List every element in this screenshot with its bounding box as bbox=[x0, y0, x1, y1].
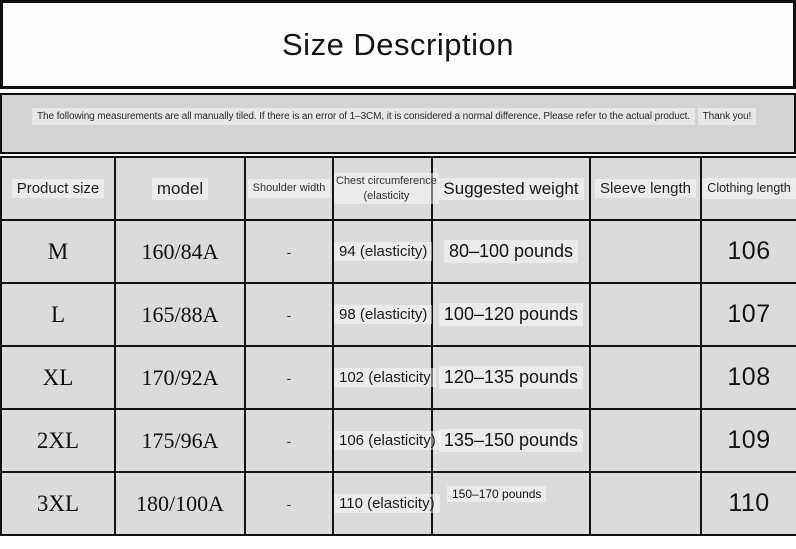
cell-value-chest: 98 (elasticity) bbox=[334, 305, 433, 324]
cell-shoulder: - bbox=[244, 282, 334, 347]
cell-chest: 98 (elasticity) bbox=[332, 282, 433, 347]
cell-size: 3XL bbox=[0, 471, 116, 536]
cell-value-shoulder: - bbox=[286, 495, 292, 512]
cell-value-model: 160/84A bbox=[141, 238, 219, 264]
cell-value-model: 180/100A bbox=[136, 490, 224, 516]
cell-size: M bbox=[0, 219, 116, 284]
cell-sleeve bbox=[589, 345, 702, 410]
column-header-label: Suggested weight bbox=[438, 177, 584, 200]
cell-value-weight: 120–135 pounds bbox=[438, 366, 584, 389]
cell-value-size: 2XL bbox=[36, 427, 80, 453]
table-row-3xl: 3XL 180/100A - 110 (elasticity) 150–170 poun… bbox=[0, 471, 796, 536]
cell-value-clothing: 106 bbox=[727, 237, 771, 265]
cell-value-weight: 135–150 pounds bbox=[438, 429, 584, 452]
cell-value-weight: 100–120 pounds bbox=[438, 303, 584, 326]
cell-weight: 135–150 pounds bbox=[431, 408, 591, 473]
cell-shoulder: - bbox=[244, 471, 334, 536]
column-header-label: Shoulder width bbox=[247, 179, 331, 198]
column-header-label: Sleeve length bbox=[595, 179, 696, 198]
cell-weight: 100–120 pounds bbox=[431, 282, 591, 347]
cell-size: 2XL bbox=[0, 408, 116, 473]
cell-value-model: 175/96A bbox=[141, 427, 219, 453]
cell-value-shoulder: - bbox=[286, 369, 292, 386]
cell-clothing: 107 bbox=[700, 282, 796, 347]
table-row-xl: XL 170/92A - 102 (elasticity 120–135 pounds 1… bbox=[0, 345, 796, 410]
size-table: Product size model Shoulder width Chest cir… bbox=[0, 156, 796, 536]
cell-value-size: L bbox=[50, 301, 66, 327]
cell-value-size: XL bbox=[42, 364, 74, 390]
cell-clothing: 106 bbox=[700, 219, 796, 284]
cell-value-weight: 150–170 pounds bbox=[447, 486, 547, 502]
cell-model: 170/92A bbox=[114, 345, 246, 410]
column-header-weight: Suggested weight bbox=[431, 156, 591, 221]
column-header-shoulder: Shoulder width bbox=[244, 156, 334, 221]
cell-value-chest: 94 (elasticity) bbox=[334, 242, 433, 261]
cell-sleeve bbox=[589, 471, 702, 536]
note-text-line1: The following measurements are all manua… bbox=[32, 108, 695, 125]
column-header-label: Chest circumference (elasticity bbox=[334, 172, 439, 205]
cell-model: 160/84A bbox=[114, 219, 246, 284]
cell-clothing: 108 bbox=[700, 345, 796, 410]
note-text-line2: Thank you! bbox=[697, 108, 757, 125]
cell-chest: 94 (elasticity) bbox=[332, 219, 433, 284]
cell-shoulder: - bbox=[244, 219, 334, 284]
cell-chest: 106 (elasticity) bbox=[332, 408, 441, 473]
cell-sleeve bbox=[589, 282, 702, 347]
cell-value-chest: 102 (elasticity bbox=[334, 368, 436, 387]
cell-value-chest: 106 (elasticity) bbox=[334, 431, 441, 450]
cell-value-clothing: 110 bbox=[728, 489, 770, 517]
cell-clothing: 109 bbox=[700, 408, 796, 473]
cell-value-clothing: 108 bbox=[727, 363, 771, 391]
cell-model: 165/88A bbox=[114, 282, 246, 347]
cell-value-model: 170/92A bbox=[141, 364, 219, 390]
column-header-sleeve: Sleeve length bbox=[589, 156, 702, 221]
cell-clothing: 110 bbox=[700, 471, 796, 536]
table-row-m: M 160/84A - 94 (elasticity) 80–100 pounds 106 bbox=[0, 219, 796, 284]
table-header-row: Product size model Shoulder width Chest cir… bbox=[0, 156, 796, 221]
cell-chest: 102 (elasticity bbox=[332, 345, 436, 410]
cell-value-size: M bbox=[47, 238, 69, 264]
column-header-label: Clothing length bbox=[702, 177, 796, 200]
cell-model: 180/100A bbox=[114, 471, 246, 536]
cell-value-chest: 110 (elasticity) bbox=[334, 494, 440, 513]
column-header-chest: Chest circumference (elasticity bbox=[332, 156, 439, 221]
title-box: Size Description bbox=[0, 0, 796, 89]
cell-weight: 80–100 pounds bbox=[431, 219, 591, 284]
column-header-label: Product size bbox=[11, 179, 105, 198]
cell-shoulder: - bbox=[244, 408, 334, 473]
column-header-clothing: Clothing length bbox=[700, 156, 796, 221]
cell-weight: 120–135 pounds bbox=[431, 345, 591, 410]
cell-shoulder: - bbox=[244, 345, 334, 410]
column-header-label: model bbox=[151, 177, 209, 200]
cell-size: XL bbox=[0, 345, 116, 410]
table-row-2xl: 2XL 175/96A - 106 (elasticity) 135–150 pound… bbox=[0, 408, 796, 473]
cell-chest: 110 (elasticity) bbox=[332, 471, 440, 536]
cell-value-weight: 80–100 pounds bbox=[443, 240, 579, 263]
cell-value-model: 165/88A bbox=[141, 301, 219, 327]
column-header-size: Product size bbox=[0, 156, 116, 221]
cell-value-shoulder: - bbox=[286, 432, 292, 449]
cell-value-clothing: 107 bbox=[727, 300, 771, 328]
cell-weight: 150–170 pounds bbox=[431, 471, 591, 536]
cell-value-shoulder: - bbox=[286, 306, 292, 323]
note-box: The following measurements are all manua… bbox=[0, 93, 796, 154]
column-header-model: model bbox=[114, 156, 246, 221]
cell-value-shoulder: - bbox=[286, 243, 292, 260]
page-title: Size Description bbox=[282, 26, 514, 62]
table-row-l: L 165/88A - 98 (elasticity) 100–120 pounds 10… bbox=[0, 282, 796, 347]
cell-size: L bbox=[0, 282, 116, 347]
cell-model: 175/96A bbox=[114, 408, 246, 473]
cell-value-clothing: 109 bbox=[727, 426, 771, 454]
cell-sleeve bbox=[589, 219, 702, 284]
cell-value-size: 3XL bbox=[36, 490, 80, 516]
cell-sleeve bbox=[589, 408, 702, 473]
